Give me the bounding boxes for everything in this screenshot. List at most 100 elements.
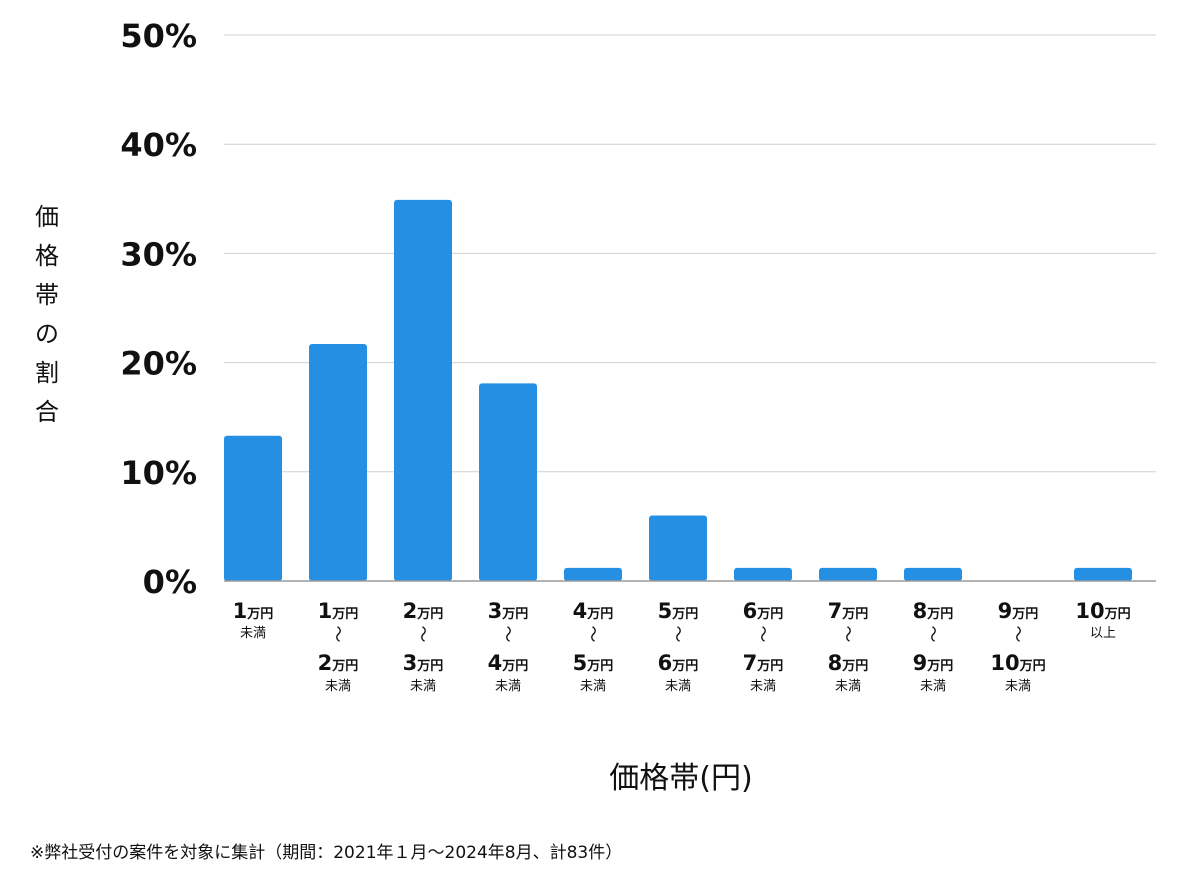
x-tick-suffix: 未満	[835, 679, 861, 694]
x-tick-number: 2	[318, 651, 333, 675]
x-tick-unit: 万円	[926, 607, 953, 622]
x-tick-number: 7	[828, 599, 843, 623]
x-tick-label-bottom: 3万円	[403, 651, 444, 675]
x-tick-range-separator: 〜	[412, 626, 432, 643]
footnote: ※弊社受付の案件を対象に集計（期間：2021年１月〜2024年8月、計83件）	[30, 843, 622, 863]
x-tick-label-top: 7万円	[828, 599, 869, 623]
bar	[479, 383, 537, 581]
x-tick-label-top: 6万円	[743, 599, 784, 623]
x-tick-unit: 万円	[671, 659, 698, 674]
y-axis-label-char: の	[35, 320, 59, 348]
y-tick-label: 10%	[120, 454, 197, 492]
x-tick-range-separator: 〜	[922, 626, 942, 643]
y-tick-label: 0%	[143, 563, 197, 601]
x-tick-number: 6	[658, 651, 673, 675]
x-tick-suffix: 未満	[495, 679, 521, 694]
x-tick-range-separator: 〜	[1007, 626, 1027, 643]
y-axis-label-char: 帯	[35, 281, 59, 309]
x-tick-number: 2	[403, 599, 418, 623]
x-tick-label-bottom: 10万円	[990, 651, 1045, 675]
x-tick-number: 10	[1075, 599, 1104, 623]
x-tick-range-separator: 〜	[582, 626, 602, 643]
y-axis-label-char: 価	[35, 203, 59, 231]
bar	[734, 567, 792, 581]
x-tick-unit: 万円	[246, 607, 273, 622]
x-tick-unit: 万円	[586, 607, 613, 622]
x-tick-suffix: 未満	[410, 679, 436, 694]
x-tick-number: 3	[403, 651, 418, 675]
x-tick-label-bottom: 5万円	[573, 651, 614, 675]
x-tick-number: 4	[488, 651, 503, 675]
x-tick-range-separator: 〜	[667, 626, 687, 643]
x-tick-number: 8	[913, 599, 928, 623]
x-tick-unit: 万円	[501, 659, 528, 674]
x-tick-unit: 万円	[501, 607, 528, 622]
x-tick-unit: 万円	[756, 607, 783, 622]
x-tick-label-top: 10万円	[1075, 599, 1130, 623]
x-tick-number: 7	[743, 651, 758, 675]
x-axis-label: 価格帯(円)	[609, 761, 752, 796]
x-tick-label-bottom: 7万円	[743, 651, 784, 675]
x-tick-label-top: 8万円	[913, 599, 954, 623]
y-axis-label-char: 格	[35, 242, 59, 270]
x-tick-number: 4	[573, 599, 588, 623]
y-tick-label: 30%	[120, 235, 197, 273]
x-tick-unit: 万円	[1104, 607, 1131, 622]
x-tick-label-top: 9万円	[998, 599, 1039, 623]
bar	[394, 199, 452, 581]
x-tick-suffix: 未満	[580, 679, 606, 694]
x-tick-unit: 万円	[331, 659, 358, 674]
x-tick-label-bottom: 6万円	[658, 651, 699, 675]
bar	[564, 567, 622, 581]
x-tick-number: 10	[990, 651, 1019, 675]
x-tick-label-top: 2万円	[403, 599, 444, 623]
x-tick-suffix: 未満	[1005, 679, 1031, 694]
y-tick-label: 50%	[120, 17, 197, 55]
x-tick-unit: 万円	[1011, 607, 1038, 622]
x-tick-number: 5	[658, 599, 673, 623]
x-tick-label-bottom: 2万円	[318, 651, 359, 675]
y-axis-label: 価格帯の割合	[35, 203, 59, 426]
x-tick-unit: 万円	[416, 659, 443, 674]
x-tick-label-bottom: 4万円	[488, 651, 529, 675]
x-tick-range-separator: 〜	[497, 626, 517, 643]
x-tick-number: 6	[743, 599, 758, 623]
x-tick-unit: 万円	[926, 659, 953, 674]
x-tick-range-separator: 〜	[327, 626, 347, 643]
x-tick-suffix: 未満	[665, 679, 691, 694]
x-tick-label-bottom: 8万円	[828, 651, 869, 675]
x-tick-label-top: 3万円	[488, 599, 529, 623]
x-tick-suffix: 未満	[750, 679, 776, 694]
x-tick-suffix: 以上	[1090, 626, 1116, 641]
x-tick-range-separator: 〜	[752, 626, 772, 643]
x-tick-number: 1	[233, 599, 248, 623]
x-tick-suffix: 未満	[920, 679, 946, 694]
x-tick-range-separator: 〜	[837, 626, 857, 643]
x-tick-number: 9	[913, 651, 928, 675]
bar	[819, 567, 877, 581]
x-tick-unit: 万円	[331, 607, 358, 622]
x-tick-number: 3	[488, 599, 503, 623]
y-tick-label: 20%	[120, 345, 197, 383]
x-tick-suffix: 未満	[325, 679, 351, 694]
y-axis-label-char: 割	[35, 359, 59, 387]
x-tick-unit: 万円	[416, 607, 443, 622]
bar	[224, 435, 282, 581]
x-tick-unit: 万円	[1019, 659, 1046, 674]
bar	[1074, 567, 1132, 581]
x-tick-unit: 万円	[671, 607, 698, 622]
x-tick-label-top: 4万円	[573, 599, 614, 623]
y-tick-label: 40%	[120, 126, 197, 164]
x-tick-number: 5	[573, 651, 588, 675]
x-tick-unit: 万円	[586, 659, 613, 674]
x-tick-label-top: 1万円	[233, 599, 274, 623]
x-tick-number: 9	[998, 599, 1013, 623]
x-tick-unit: 万円	[841, 607, 868, 622]
y-axis-label-char: 合	[35, 398, 59, 426]
x-tick-unit: 万円	[756, 659, 783, 674]
x-tick-label-top: 5万円	[658, 599, 699, 623]
x-tick-number: 1	[318, 599, 333, 623]
x-tick-unit: 万円	[841, 659, 868, 674]
